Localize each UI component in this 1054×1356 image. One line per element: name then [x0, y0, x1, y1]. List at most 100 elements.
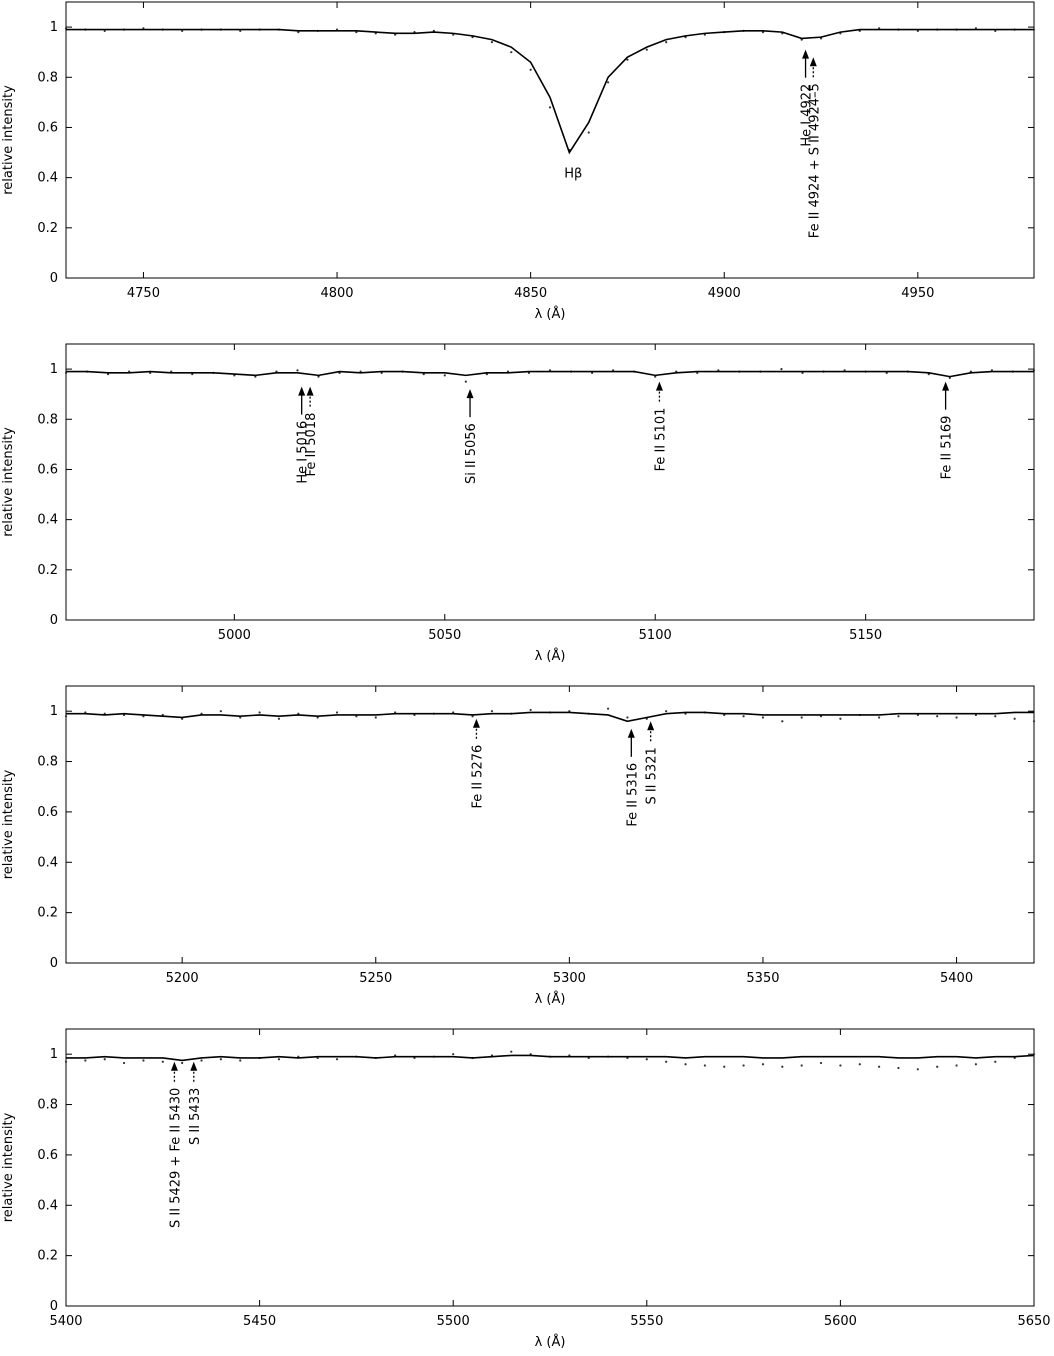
observed-point	[219, 710, 222, 713]
observed-point	[490, 41, 494, 44]
x-tick-label: 5400	[49, 1314, 82, 1329]
y-tick-label: 0.6	[37, 805, 58, 820]
x-tick-label: 5250	[359, 971, 392, 986]
y-tick-label: 1	[50, 704, 58, 719]
observed-point	[452, 1053, 455, 1056]
y-tick-label: 0	[50, 613, 58, 628]
y-tick-label: 0.6	[37, 462, 58, 477]
observed-point	[839, 717, 842, 720]
y-tick-label: 0.8	[37, 412, 58, 427]
observed-point	[200, 1059, 203, 1062]
x-tick-label: 4800	[320, 286, 353, 301]
x-tick-label: 5300	[553, 971, 586, 986]
line-label: He I 5016	[296, 421, 311, 484]
observed-point	[645, 48, 648, 51]
plot-frame	[65, 1028, 1035, 1307]
line-label: He I 4922	[800, 84, 815, 147]
observed-point	[858, 1063, 861, 1066]
observed-point	[994, 715, 997, 718]
y-tick-label: 0.4	[37, 171, 58, 186]
y-axis-label: relative intensity	[1, 85, 16, 195]
x-axis-label: λ (Å)	[535, 306, 566, 322]
observed-point	[374, 716, 377, 719]
observed-point	[606, 81, 610, 84]
plot-frame	[65, 1, 1035, 279]
model-line	[66, 711, 1034, 723]
x-tick-label: 5350	[746, 971, 779, 986]
x-tick-label: 5100	[639, 628, 672, 643]
observed-point	[974, 1063, 978, 1066]
observed-point	[142, 1059, 145, 1062]
y-tick-label: 0.2	[37, 221, 58, 236]
observed-point	[548, 106, 552, 109]
observed-point	[606, 707, 610, 710]
observed-point	[335, 711, 339, 714]
observed-point	[800, 1064, 803, 1067]
observed-point	[84, 1059, 87, 1062]
arrow-head	[298, 386, 306, 396]
arrow-head	[170, 1061, 178, 1071]
x-axis-label: λ (Å)	[535, 1334, 566, 1350]
y-tick-label: 0.4	[37, 513, 58, 528]
x-tick-label: 5550	[630, 1314, 663, 1329]
observed-point	[781, 1065, 784, 1068]
observed-point	[181, 1061, 184, 1065]
observed-point	[897, 715, 900, 718]
arrow-head	[809, 57, 817, 67]
observed-point	[296, 369, 299, 372]
observed-point	[897, 1066, 900, 1070]
arrow-head	[655, 381, 663, 391]
observed-point	[443, 374, 446, 377]
x-tick-label: 4850	[514, 286, 547, 301]
observed-point	[464, 380, 467, 383]
observed-point	[684, 1063, 687, 1066]
observed-point	[64, 715, 68, 718]
observed-point	[994, 1060, 997, 1063]
line-label: S II 5321	[645, 747, 660, 804]
arrow-head	[942, 381, 950, 391]
y-tick-label: 0.4	[37, 1198, 58, 1213]
observed-point	[665, 710, 668, 713]
arrow-head	[647, 721, 655, 731]
line-label: Hβ	[564, 167, 582, 182]
observed-point	[839, 1064, 842, 1067]
observed-point	[781, 720, 784, 723]
model-line	[66, 28, 1034, 155]
x-tick-label: 5500	[437, 1314, 470, 1329]
observed-point	[800, 716, 803, 719]
line-label: Si II 5056	[464, 423, 479, 484]
y-tick-label: 0.4	[37, 855, 58, 870]
arrow-head	[466, 389, 474, 399]
observed-point	[626, 58, 629, 61]
arrow-head	[627, 728, 635, 738]
observed-point	[510, 1050, 513, 1053]
y-axis-label: relative intensity	[1, 769, 16, 879]
x-tick-label: 5200	[166, 971, 199, 986]
arrow-head	[802, 49, 810, 59]
line-label: S II 5429 + Fe II 5430	[168, 1088, 183, 1228]
observed-point	[665, 1060, 668, 1063]
observed-point	[277, 717, 281, 720]
y-tick-label: 0.2	[37, 906, 58, 921]
observed-point	[723, 1065, 726, 1068]
observed-point	[955, 1064, 958, 1067]
y-tick-label: 0.2	[37, 1249, 58, 1264]
x-tick-label: 5600	[824, 1314, 857, 1329]
line-label: Fe II 4924 + S II 4924–5	[807, 83, 822, 238]
observed-point	[936, 715, 939, 718]
observed-point	[703, 1064, 706, 1067]
y-tick-label: 0.2	[37, 563, 58, 578]
x-tick-label: 4750	[127, 286, 160, 301]
y-tick-label: 1	[50, 1047, 58, 1062]
x-tick-label: 5650	[1017, 1314, 1050, 1329]
arrow-head	[306, 386, 314, 396]
line-label: Fe II 5276	[470, 745, 485, 809]
observed-point	[277, 1058, 281, 1061]
x-tick-label: 5400	[940, 971, 973, 986]
y-tick-label: 1	[50, 20, 58, 35]
observed-point	[219, 1058, 222, 1061]
observed-point	[761, 1063, 765, 1066]
observed-point	[510, 51, 513, 54]
observed-point	[742, 1064, 745, 1067]
